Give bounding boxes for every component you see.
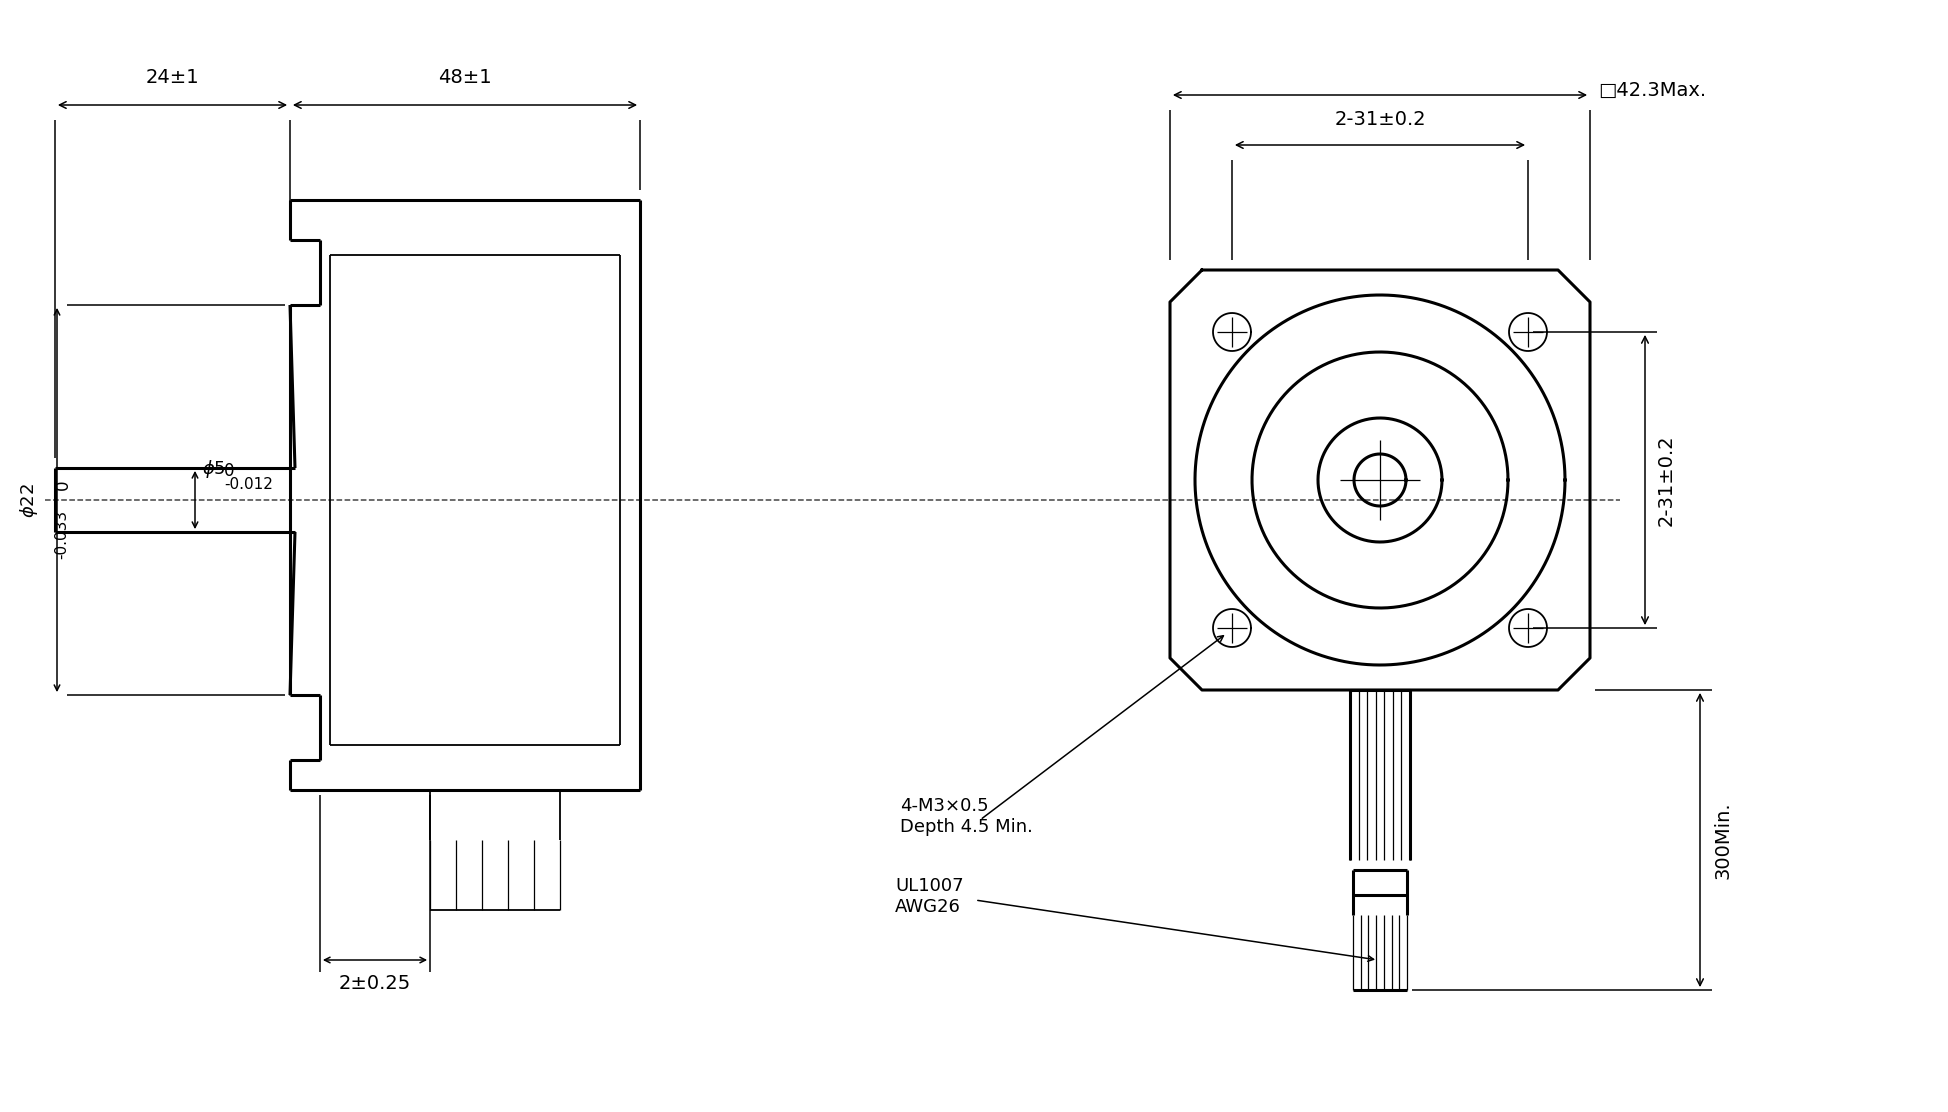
Text: 0: 0 (55, 479, 72, 490)
Text: 300Min.: 300Min. (1714, 801, 1734, 878)
Text: $\phi$22: $\phi$22 (18, 483, 41, 517)
Text: -0.012: -0.012 (224, 477, 273, 492)
Text: -0.033: -0.033 (55, 510, 68, 559)
Text: 2-31±0.2: 2-31±0.2 (1334, 110, 1426, 129)
Text: 0: 0 (224, 461, 234, 480)
Text: 48±1: 48±1 (438, 68, 491, 87)
Text: 2±0.25: 2±0.25 (339, 974, 411, 993)
Text: 4-M3×0.5: 4-M3×0.5 (900, 797, 990, 815)
Text: Depth 4.5 Min.: Depth 4.5 Min. (900, 818, 1032, 836)
Text: UL1007: UL1007 (894, 877, 964, 895)
Text: □42.3Max.: □42.3Max. (1597, 80, 1706, 99)
Text: $\phi$5: $\phi$5 (203, 458, 226, 480)
Text: 2-31±0.2: 2-31±0.2 (1658, 434, 1675, 526)
Text: 24±1: 24±1 (146, 68, 199, 87)
Text: AWG26: AWG26 (894, 898, 960, 916)
